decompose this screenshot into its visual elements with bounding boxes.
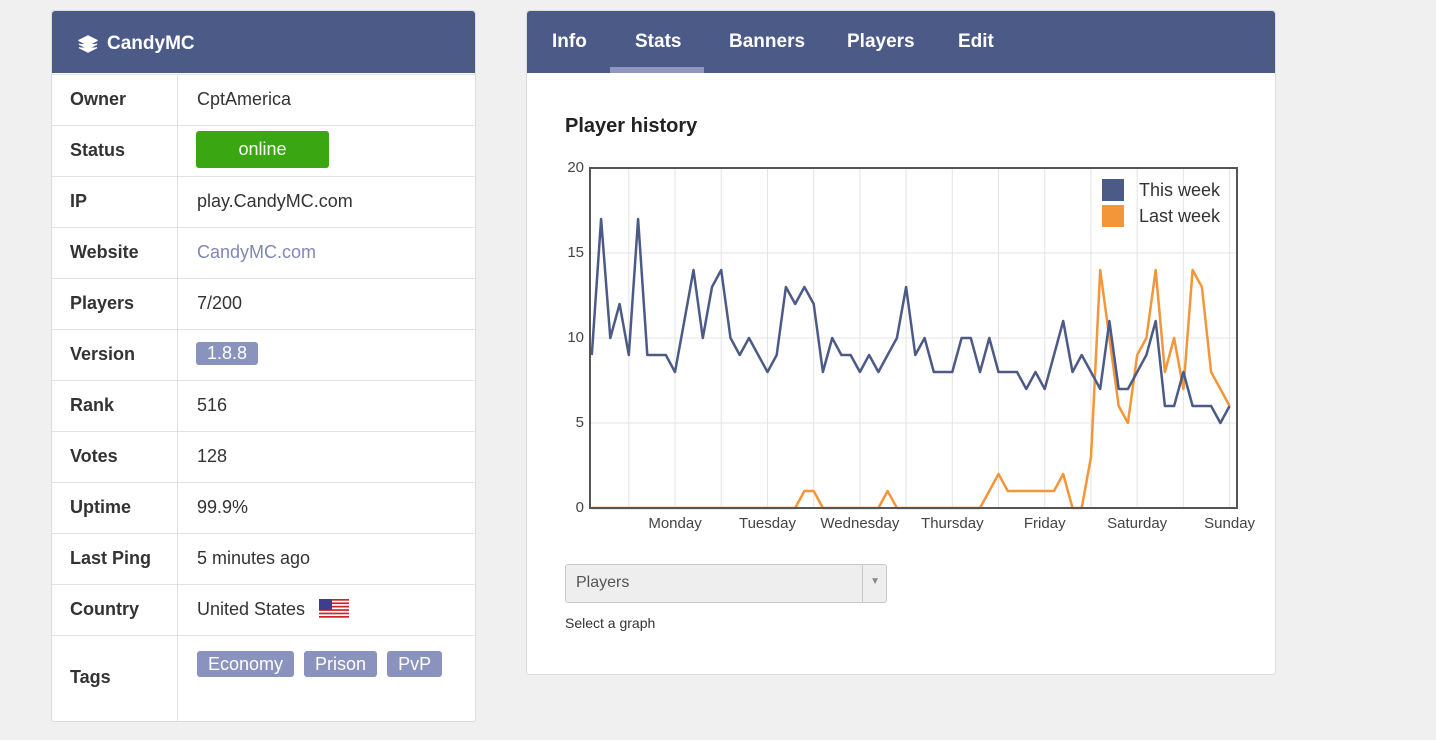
website-link[interactable]: CandyMC.com	[197, 242, 317, 262]
row-label: Country	[70, 599, 139, 619]
info-row: Status online	[52, 125, 475, 176]
row-label: Status	[70, 140, 126, 160]
flag	[319, 599, 349, 621]
tab[interactable]: Banners	[729, 31, 806, 52]
row-value: play.CandyMC.com	[197, 191, 353, 211]
row-label: Version	[70, 344, 136, 364]
x-tick-label: Saturday	[1107, 515, 1168, 532]
status-badge: online	[196, 131, 329, 168]
info-row: IP play.CandyMC.com	[52, 176, 475, 227]
row-value: 5 minutes ago	[197, 548, 311, 568]
layers-icon	[78, 35, 98, 53]
info-row: Votes 128	[52, 431, 475, 482]
y-tick-label: 10	[567, 329, 584, 346]
tag-list: Economy Prison PvP	[197, 645, 467, 683]
select-arrow: ▼	[870, 576, 880, 587]
chart-title: Player history	[565, 115, 698, 137]
us-flag	[319, 599, 349, 626]
row-value: 99.9%	[197, 497, 249, 517]
tab[interactable]: Info	[552, 31, 587, 52]
series-line	[590, 217, 1231, 425]
select-divider	[862, 565, 863, 602]
row-value: United States	[197, 599, 306, 619]
info-row: Rank 516	[52, 380, 475, 431]
row-label: Uptime	[70, 497, 132, 517]
legend-swatch	[1102, 205, 1124, 227]
server-header: CandyMC	[52, 11, 475, 73]
tag-badge: PvP	[387, 651, 443, 677]
row-label: Last Ping	[70, 548, 152, 568]
row-value: CptAmerica	[197, 89, 292, 109]
y-tick-label: 0	[576, 499, 584, 516]
info-row: Tags Economy Prison PvP	[52, 635, 475, 722]
info-row: Version 1.8.8	[52, 329, 475, 380]
row-value: 516	[197, 395, 228, 415]
row-label: IP	[70, 191, 88, 211]
y-tick-label: 15	[567, 244, 584, 261]
server-name: CandyMC	[107, 33, 195, 54]
y-tick-label: 20	[567, 159, 584, 176]
tab[interactable]: Edit	[958, 31, 994, 52]
select-caption: Select a graph	[565, 615, 656, 631]
info-row: Uptime 99.9%	[52, 482, 475, 533]
x-tick-label: Tuesday	[739, 515, 796, 532]
x-tick-label: Sunday	[1204, 515, 1255, 532]
row-label: Votes	[70, 446, 118, 466]
x-tick-label: Monday	[648, 515, 702, 532]
info-row: Country United States	[52, 584, 475, 635]
info-row: Website CandyMC.com	[52, 227, 475, 278]
chart: 0 5 10 15 20 Monday Tuesday Wednesday Thursday Fr…	[567, 159, 1255, 532]
tab[interactable]: Players	[847, 31, 915, 52]
row-value: 128	[197, 446, 228, 466]
server-panel: CandyMC Owner CptAmerica Status online IP pla…	[51, 10, 476, 722]
x-tick-label: Thursday	[921, 515, 984, 532]
info-row: Owner CptAmerica	[52, 74, 475, 125]
row-label: Rank	[70, 395, 115, 415]
y-tick-label: 5	[576, 414, 584, 431]
row-value: 7/200	[197, 293, 243, 313]
row-label: Tags	[70, 667, 111, 687]
tag-badge: Economy	[197, 651, 295, 677]
version-badge: 1.8.8	[196, 342, 259, 365]
plot-border	[589, 167, 1238, 509]
select-value: Players	[576, 574, 630, 591]
x-tick-label: Wednesday	[820, 515, 899, 532]
tag-badge: Prison	[304, 651, 378, 677]
legend-label: Last week	[1139, 206, 1221, 226]
tab-underline	[610, 67, 704, 73]
x-tick-label: Friday	[1024, 515, 1066, 532]
tab[interactable]: Stats	[635, 31, 682, 52]
info-row: Last Ping 5 minutes ago	[52, 533, 475, 584]
row-label: Players	[70, 293, 135, 313]
row-label: Owner	[70, 89, 127, 109]
info-row: Players 7/200	[52, 278, 475, 329]
graph-select[interactable]: Players ▼	[565, 564, 887, 603]
row-label: Website	[70, 242, 139, 262]
tab-bar: Info Stats Banners Players Edit	[527, 11, 1275, 73]
column-divider	[177, 74, 178, 721]
legend-label: This week	[1139, 180, 1221, 200]
legend-swatch	[1102, 179, 1124, 201]
